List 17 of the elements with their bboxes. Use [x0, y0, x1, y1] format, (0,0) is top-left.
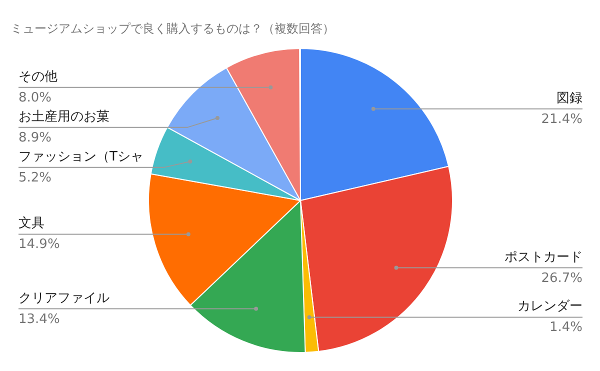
slice-label: ファッション（Tシャ: [18, 149, 144, 164]
data-label: 1.4%: [549, 320, 583, 336]
data-label: 8.9%: [18, 130, 52, 146]
slice-label: クリアファイル: [18, 290, 110, 306]
slice-label: 図録: [556, 90, 582, 106]
data-label: 21.4%: [541, 112, 583, 127]
slice-label: 文具: [18, 216, 44, 232]
data-label: 26.7%: [541, 270, 583, 286]
slice-label: その他: [18, 69, 58, 84]
data-label: 14.9%: [18, 237, 60, 252]
chart-title: ミュージアムショップで良く購入するものは？（複数回答）: [10, 22, 334, 36]
slice-label: カレンダー: [518, 299, 582, 314]
data-label: 13.4%: [18, 312, 60, 327]
slice-label: ポストカード: [504, 250, 582, 265]
data-label: 5.2%: [18, 170, 52, 186]
data-label: 8.0%: [18, 90, 52, 106]
slice-label: お土産用のお菓: [18, 108, 110, 124]
